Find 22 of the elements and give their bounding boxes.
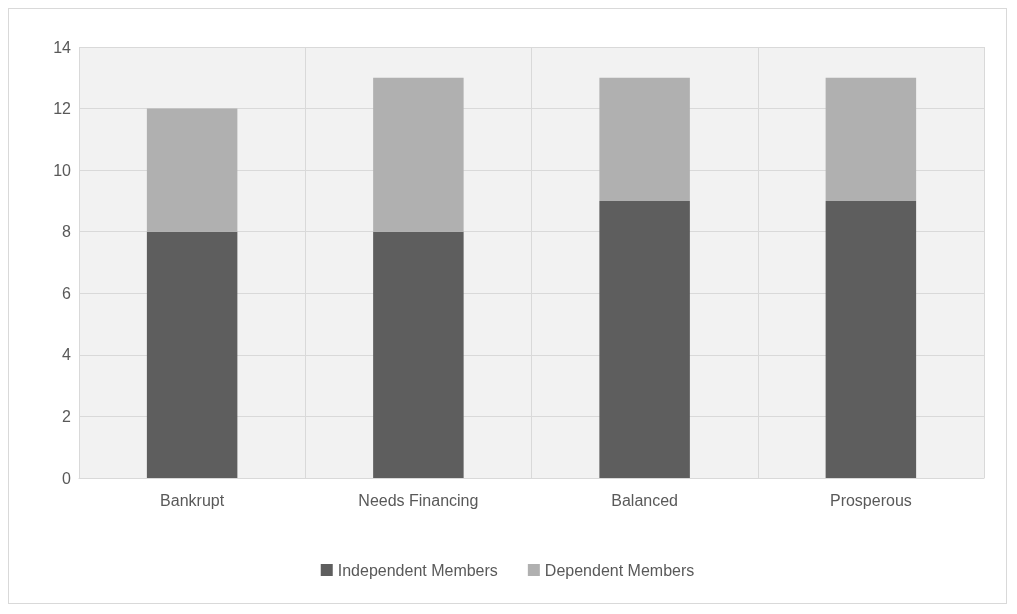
bar — [373, 231, 464, 478]
bar — [146, 108, 238, 232]
x-tick-label: Needs Financing — [358, 491, 479, 509]
x-tick-label: Bankrupt — [160, 491, 225, 509]
y-tick-label: 10 — [53, 161, 72, 179]
bar — [599, 200, 690, 478]
legend-label: Independent Members — [337, 561, 498, 579]
y-tick-label: 4 — [62, 346, 72, 364]
bar — [373, 77, 464, 232]
y-tick-label: 12 — [53, 100, 72, 118]
y-tick-label: 14 — [53, 38, 72, 56]
bar — [146, 231, 238, 478]
x-tick-label: Prosperous — [829, 491, 912, 509]
x-tick-label: Balanced — [611, 491, 678, 509]
bar — [825, 200, 917, 478]
legend-label: Dependent Members — [544, 561, 695, 579]
y-tick-label: 2 — [62, 407, 72, 425]
y-tick-label: 8 — [62, 223, 72, 241]
y-tick-label: 0 — [62, 469, 72, 487]
y-tick-label: 6 — [62, 284, 72, 302]
bar — [825, 77, 917, 201]
bar — [599, 77, 690, 201]
